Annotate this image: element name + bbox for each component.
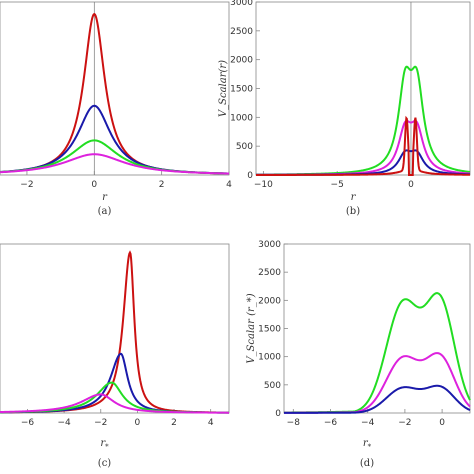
x-tick-label: −5 xyxy=(331,180,344,190)
series-line xyxy=(0,104,230,175)
panel-c: −6 −4 −2 0 2 4 r* (c) xyxy=(0,243,230,469)
x-axis-label: r* xyxy=(363,438,372,451)
y-tick-label: 3000 xyxy=(258,240,281,250)
x-tick-label: −6 xyxy=(21,418,35,428)
y-axis-label: V_Scalar(r) xyxy=(218,60,229,117)
y-tick-label: 0 xyxy=(247,171,253,181)
series-line xyxy=(256,65,471,176)
panel-caption: (c) xyxy=(98,458,112,469)
y-axis-label: V_Scalar (r_*) xyxy=(246,293,257,363)
y-tick-label: 0 xyxy=(275,409,281,419)
y-tick-label: 1000 xyxy=(258,353,281,363)
x-axis-label: r xyxy=(102,192,108,203)
y-tick-label: 500 xyxy=(236,142,253,152)
x-tick-label: −4 xyxy=(57,418,71,428)
series-line xyxy=(0,381,229,414)
series-line xyxy=(256,119,471,176)
y-tick-label: 2000 xyxy=(230,56,253,66)
series-line xyxy=(283,292,471,414)
series-line xyxy=(0,13,230,175)
x-tick-label: −2 xyxy=(20,180,33,190)
y-tick-label: 1000 xyxy=(230,113,253,123)
y-tick-label: 1500 xyxy=(258,325,281,335)
x-tick-label: 2 xyxy=(171,418,177,428)
x-tick-label: −6 xyxy=(324,418,338,428)
panel-caption: (d) xyxy=(360,458,374,469)
panel-d: −8 −6 −4 −2 0 0 500 1000 1500 2000 2500 3000 r* V_Sca… xyxy=(246,240,471,469)
x-tick-label: 0 xyxy=(439,418,445,428)
plot-frame xyxy=(255,1,471,176)
y-tick-label: 2500 xyxy=(258,268,281,278)
panel-b: −10 −5 0 0 500 1000 1500 2000 2500 3000 r V_Scalar(… xyxy=(218,0,471,217)
y-tick-label: 1500 xyxy=(230,85,253,95)
x-tick-label: −2 xyxy=(398,418,411,428)
series-line xyxy=(284,384,471,414)
x-tick-label: 0 xyxy=(408,180,414,190)
x-tick-label: −4 xyxy=(361,418,375,428)
series-line xyxy=(0,153,230,175)
series-line xyxy=(256,115,470,176)
series-line xyxy=(0,250,230,414)
y-tick-label: 500 xyxy=(264,381,281,391)
x-axis-label: r* xyxy=(100,438,109,451)
y-tick-label: 2000 xyxy=(258,296,281,306)
y-tick-label: 2500 xyxy=(230,27,253,37)
panel-a: −2 0 2 4 r (a) xyxy=(0,1,232,217)
x-tick-label: −8 xyxy=(287,418,301,428)
x-tick-label: 4 xyxy=(226,180,232,190)
y-tick-label: 3000 xyxy=(230,0,253,8)
x-tick-label: −2 xyxy=(94,418,107,428)
x-tick-label: 0 xyxy=(91,180,97,190)
x-tick-label: 2 xyxy=(159,180,165,190)
panel-caption: (a) xyxy=(98,206,112,217)
x-tick-label: 4 xyxy=(208,418,214,428)
x-tick-label: −10 xyxy=(254,180,273,190)
panel-caption: (b) xyxy=(346,206,360,217)
x-axis-label: r xyxy=(351,192,357,203)
plot-frame xyxy=(0,1,230,176)
x-tick-label: 0 xyxy=(135,418,141,428)
series-line xyxy=(0,393,229,414)
plot-frame xyxy=(0,243,230,414)
